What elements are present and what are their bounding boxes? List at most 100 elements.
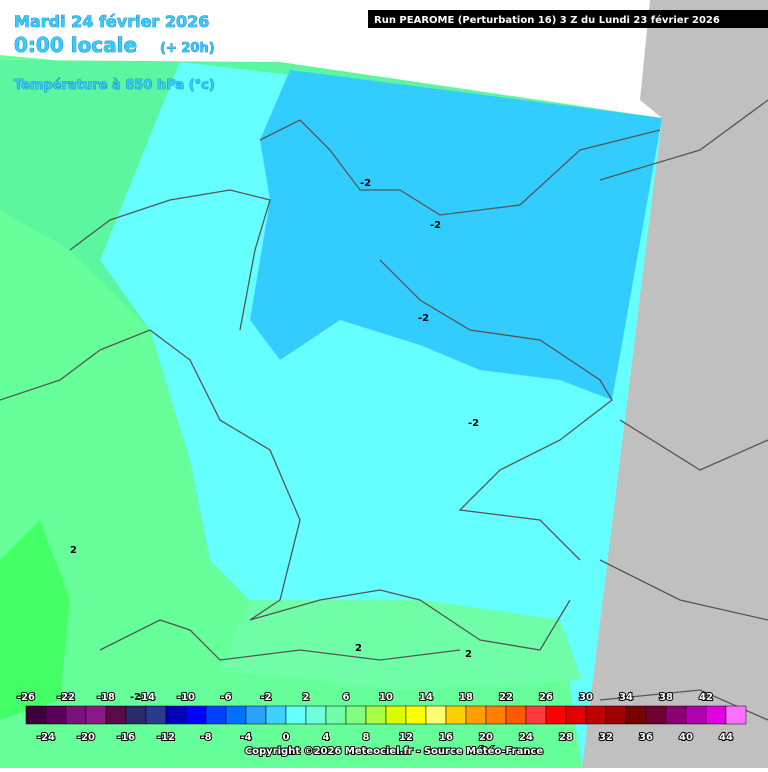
legend-swatch [685,705,707,725]
border [249,589,571,651]
border [599,99,768,721]
legend-label: -8 [200,732,211,743]
legend-label: -6 [220,692,231,703]
legend-swatch [245,705,267,725]
legend-swatch [485,705,507,725]
legend-swatch [25,705,47,725]
legend-label: 4 [323,732,330,743]
legend-label: 44 [719,732,733,743]
legend-label: 30 [579,692,593,703]
legend-swatch [645,705,667,725]
field-name: Température à 850 hPa (°c) [14,78,215,93]
legend-swatch [345,705,367,725]
legend-swatch [705,705,727,725]
contour-label: 2 [465,649,472,660]
legend-swatch [565,705,587,725]
legend-swatch [85,705,107,725]
legend-label: 18 [459,692,473,703]
legend-label: 28 [559,732,573,743]
blue-zone [250,70,662,400]
legend-swatch [125,705,147,725]
legend-swatch [45,705,67,725]
legend-label: -26 [17,692,35,703]
run-banner [368,10,768,28]
color-legend: -26 -22 -18 -14 -10 -6 -2 2 6 10 14 18 22 26 30 34 38 42-… [16,691,747,744]
legend-label: 40 [679,732,693,743]
legend-label: 16 [439,732,453,743]
border [99,619,461,661]
coastline [69,189,271,331]
legend-label: 38 [659,692,673,703]
legend-swatch [325,705,347,725]
legend-swatch [605,705,627,725]
contour-label: -2 [418,313,429,324]
contour-label: -2 [130,692,141,703]
legend-swatch [65,705,87,725]
legend-label: 2 [303,692,310,703]
legend-swatch [225,705,247,725]
legend-label: -12 [157,732,175,743]
legend-swatch [385,705,407,725]
contour-label: -2 [468,418,479,429]
legend-label: 12 [399,732,413,743]
contour-label: 2 [355,643,362,654]
legend-swatch [205,705,227,725]
legend-label: 36 [639,732,653,743]
legend-swatch [665,705,687,725]
legend-swatch [285,705,307,725]
legend-swatch [725,705,747,725]
legend-label: -24 [37,732,55,743]
legend-swatch [445,705,467,725]
coastline [259,119,661,216]
legend-label: 6 [343,692,350,703]
legend-swatch [145,705,167,725]
copyright: Copyright ©2026 Meteociel.fr - Source Mé… [245,745,544,757]
legend-swatch [465,705,487,725]
legend-swatch [165,705,187,725]
legend-label: 20 [479,732,493,743]
legend-swatch [365,705,387,725]
contour-label: -2 [430,220,441,231]
legend-label: 26 [539,692,553,703]
contour-label: -2 [360,178,371,189]
legend-swatch [105,705,127,725]
legend-label: -4 [240,732,251,743]
legend-label: -14 [137,692,155,703]
legend-swatch [525,705,547,725]
legend-label: 24 [519,732,533,743]
legend-label: 42 [699,692,713,703]
legend-swatch [405,705,427,725]
legend-label: 22 [499,692,513,703]
legend-label: 0 [283,732,290,743]
legend-swatch [305,705,327,725]
legend-label: -20 [77,732,95,743]
legend-label: 8 [363,732,370,743]
time: 0:00 locale [14,33,137,57]
legend-swatch [185,705,207,725]
legend-swatch [585,705,607,725]
alps-zone [220,600,582,690]
legend-label: -16 [117,732,135,743]
outside-domain [582,0,768,768]
contour-label: 2 [70,545,77,556]
legend-swatch [545,705,567,725]
legend-label: -2 [260,692,271,703]
date: Mardi 24 février 2026 [14,12,209,31]
legend-label: -18 [97,692,115,703]
legend-label: 14 [419,692,433,703]
legend-swatch [425,705,447,725]
legend-swatch [265,705,287,725]
lead-time: (+ 20h) [160,41,215,56]
legend-label: 34 [619,692,633,703]
run-info: Run PEAROME (Perturbation 16) 3 Z du Lun… [374,14,720,26]
border [379,259,613,561]
legend-label: 10 [379,692,393,703]
legend-label: -10 [177,692,195,703]
legend-swatch [625,705,647,725]
warm-zone [0,520,70,720]
legend-label: -22 [57,692,75,703]
legend-swatch [505,705,527,725]
border [0,329,301,621]
legend-label: 32 [599,732,613,743]
